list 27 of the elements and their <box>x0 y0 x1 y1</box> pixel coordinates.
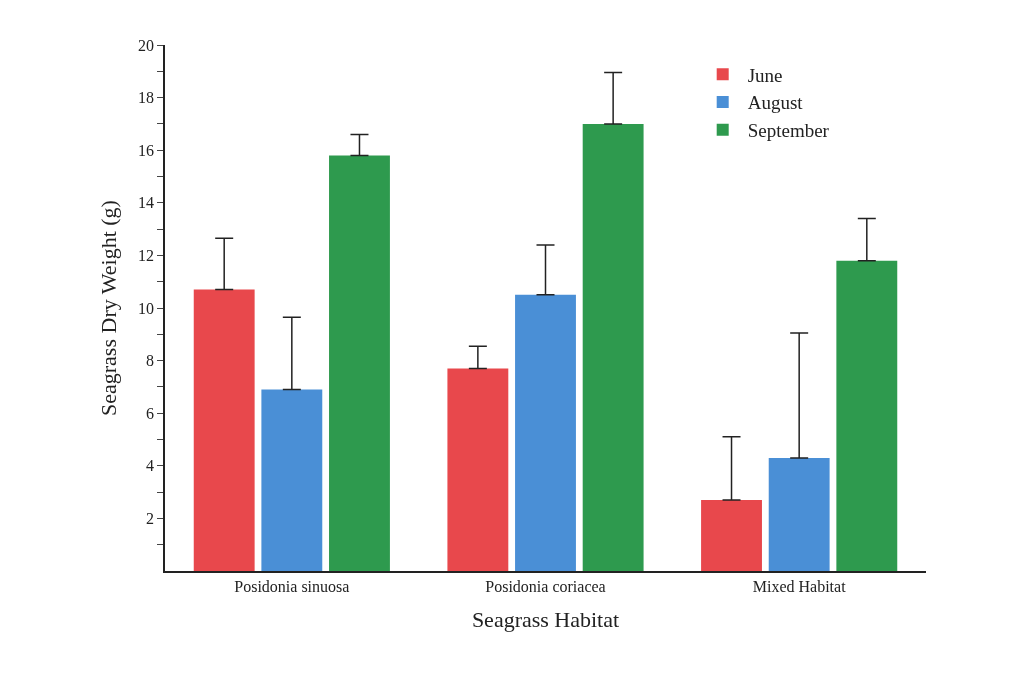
bar <box>193 289 255 571</box>
x-tick-label: Mixed Habitat <box>752 577 847 595</box>
y-tick-label: 2 <box>146 510 155 527</box>
y-tick-label: 18 <box>138 89 155 107</box>
y-tick-label: 12 <box>138 247 155 264</box>
y-tick-label: 8 <box>146 352 155 370</box>
legend-label: June <box>747 64 783 86</box>
y-tick-label: 16 <box>138 141 155 159</box>
y-axis-title: Seagrass Dry Weight (g) <box>96 200 122 416</box>
bar <box>515 294 576 571</box>
bar <box>701 499 762 571</box>
y-tick-label: 20 <box>138 36 155 54</box>
y-tick-label: 14 <box>138 194 155 212</box>
legend-label: September <box>747 120 830 142</box>
x-axis-title: Seagrass Habitat <box>471 607 620 633</box>
y-tick-label: 10 <box>138 299 155 317</box>
y-tick-label: 4 <box>146 457 155 475</box>
y-tick-label: 6 <box>146 404 155 422</box>
x-tick-label: Posidonia coriacea <box>485 577 606 595</box>
x-tick-label: Posidonia sinuosa <box>234 577 350 595</box>
bar <box>261 389 323 571</box>
bar <box>582 123 644 571</box>
bar <box>447 368 509 571</box>
bar <box>836 260 898 571</box>
bar <box>329 155 390 571</box>
legend-label: August <box>747 92 804 114</box>
bar <box>768 457 830 571</box>
